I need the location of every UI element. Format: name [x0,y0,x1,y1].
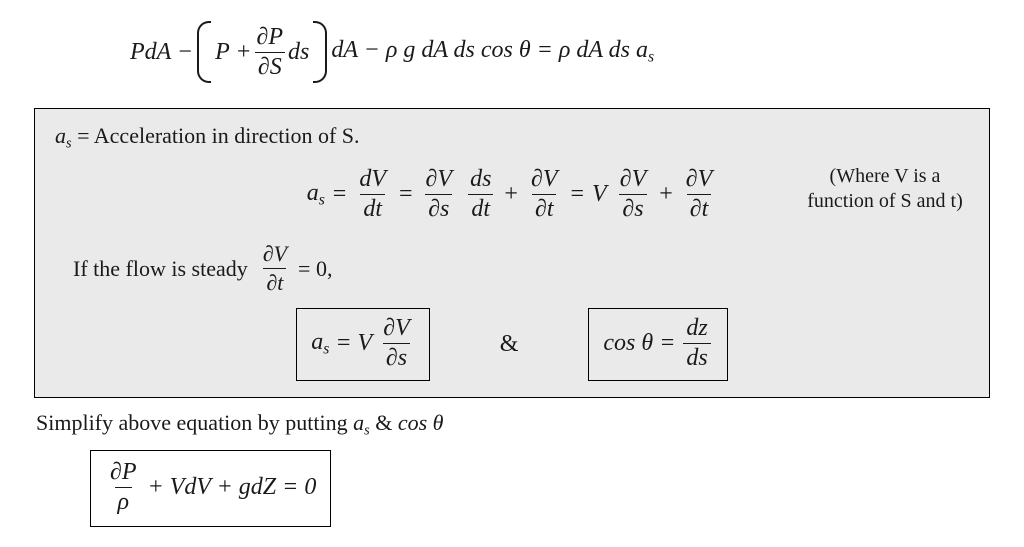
euler-equation-box: ∂Pρ + VdV + gdZ = 0 [90,450,331,527]
definition-as: as = Acceleration in direction of S. [55,123,969,152]
where-note: (Where V is a function of S and t) [795,164,975,214]
steady-flow-condition: If the flow is steady ∂V ∂t = 0, [73,241,969,296]
chain-rule-expansion: as = dVdt = ∂V∂s dsdt + ∂V∂t = V ∂V∂s + … [55,166,969,223]
boxed-results-row: as = V ∂V∂s & cos θ = dzds [55,308,969,381]
eq-text: PdA − [130,39,193,66]
simplify-instruction: Simplify above equation by putting as & … [36,410,988,439]
ampersand: & [500,331,519,358]
eq-text: ds [288,39,309,66]
denominator: ∂S [255,52,285,81]
eq-text: dA − ρ g dA ds cos θ = ρ dA ds as [331,37,654,67]
fraction-dp-ds: ∂P ∂S [254,24,287,81]
close-paren [313,22,327,82]
eq-text: P + [215,39,251,66]
derivation-box: as = Acceleration in direction of S. as … [34,108,990,398]
equation-newton-s-direction: PdA − P + ∂P ∂S ds dA − ρ g dA ds cos θ … [130,22,994,82]
result-costheta-box: cos θ = dzds [588,308,727,381]
result-as-box: as = V ∂V∂s [296,308,429,381]
numerator: ∂P [254,24,287,52]
open-paren [197,22,211,82]
